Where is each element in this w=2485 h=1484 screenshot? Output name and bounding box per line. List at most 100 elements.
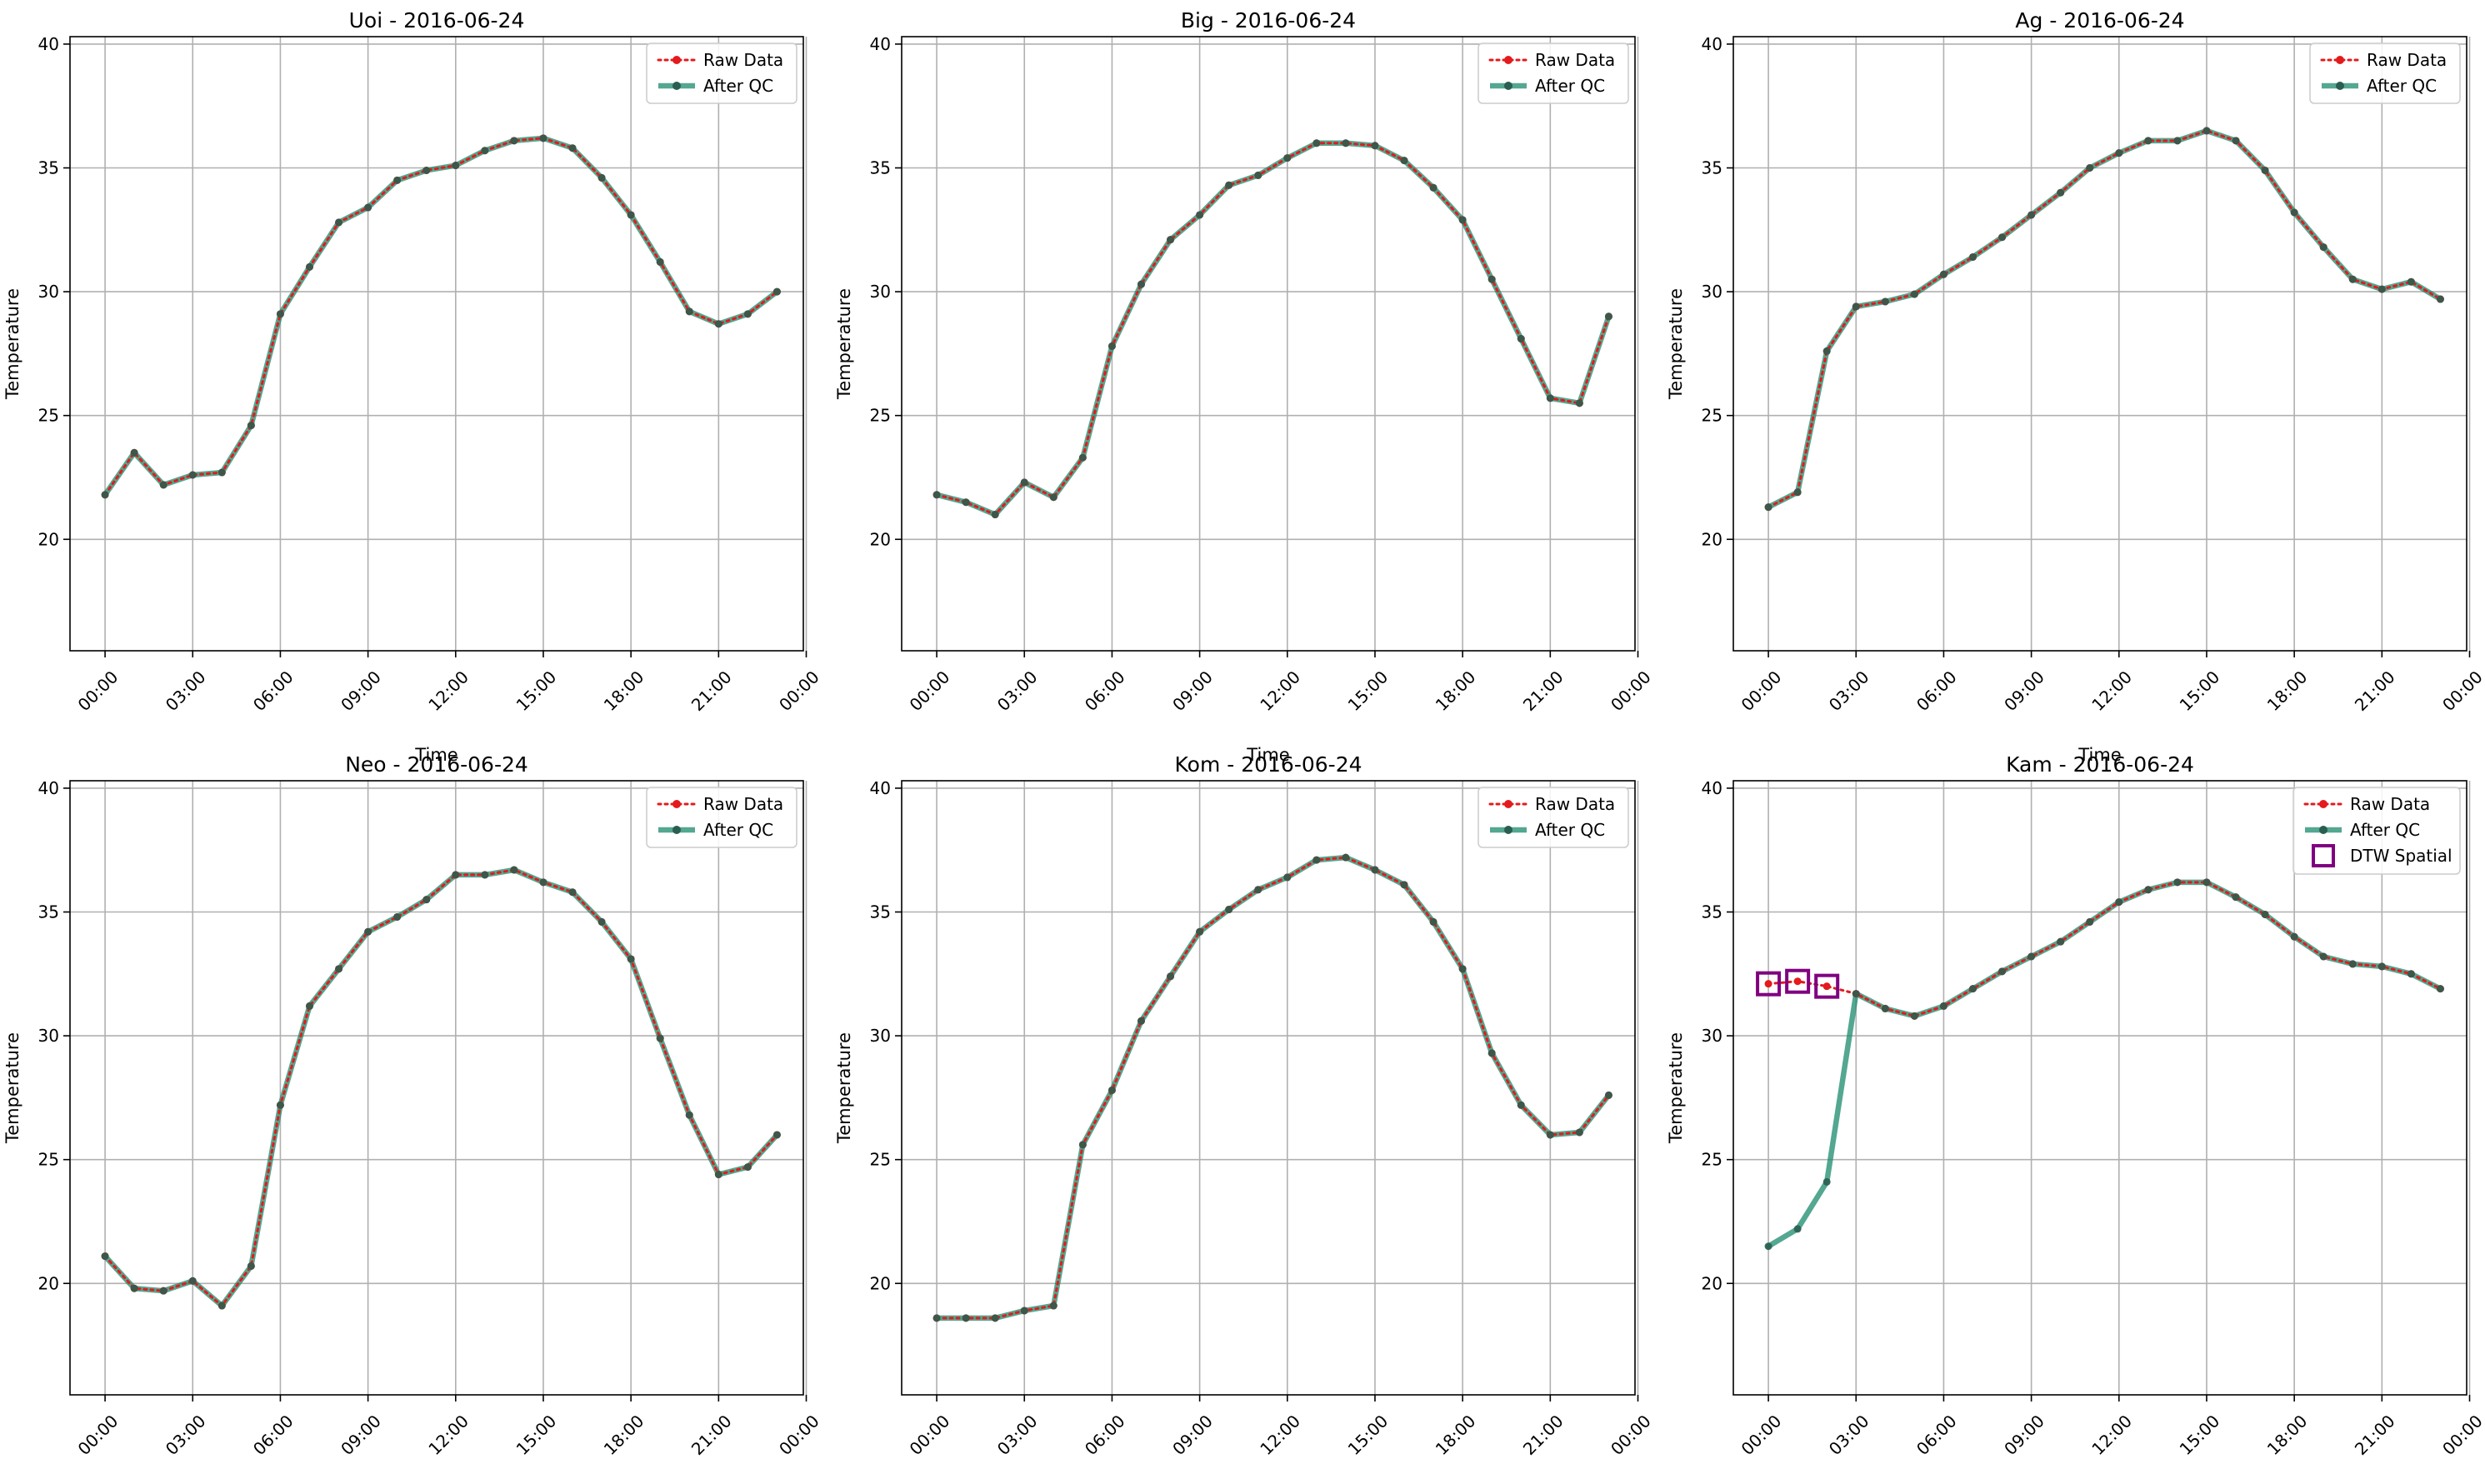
legend-label-qc: After QC: [2350, 820, 2420, 840]
x-tick-label: 21:00: [688, 667, 736, 715]
y-axis-label: Temperature: [834, 1032, 854, 1144]
raw-data-point: [1793, 977, 1802, 986]
x-tick-label: 09:00: [2000, 1411, 2048, 1459]
after-qc-point: [1968, 252, 1977, 261]
y-tick-label: 25: [870, 1150, 891, 1170]
series-line-raw-data: [103, 868, 778, 1308]
y-tick-label: 40: [38, 34, 59, 54]
legend-marker-dtw: [2312, 844, 2335, 867]
after-qc-point: [1312, 139, 1321, 147]
after-qc-point: [2086, 164, 2094, 172]
y-tick-label: 25: [1702, 1150, 1722, 1170]
after-qc-point: [159, 1287, 168, 1295]
chart-title: Kom - 2016-06-24: [1175, 752, 1362, 777]
after-qc-point: [568, 888, 577, 897]
after-qc-point: [188, 1277, 197, 1285]
x-tick-label: 00:00: [1738, 1411, 1786, 1459]
after-qc-point: [2290, 208, 2298, 217]
after-qc-point: [2261, 166, 2269, 174]
after-qc-point: [188, 471, 197, 479]
legend-marker-qc: [1504, 826, 1512, 834]
legend: Raw Data After QC: [2309, 42, 2461, 104]
y-tick-label: 25: [1702, 406, 1722, 426]
axes-frame: [1732, 780, 2468, 1396]
after-qc-point: [1881, 297, 1889, 306]
after-qc-point: [2348, 275, 2357, 283]
chart-panel-4: 20 25 30 35 40 00:00 03:00 06:00 09:00 12:00 15:00…: [834, 752, 1655, 1459]
after-qc-point: [218, 468, 226, 477]
after-qc-point: [539, 878, 548, 887]
after-qc-point: [1429, 183, 1438, 192]
after-qc-point: [276, 1101, 284, 1109]
after-qc-point: [1167, 236, 1175, 244]
after-qc-point: [364, 927, 372, 936]
after-qc-point: [539, 134, 548, 142]
after-qc-point: [1312, 856, 1321, 864]
after-qc-point: [1764, 1242, 1772, 1251]
after-qc-point: [1108, 342, 1116, 350]
y-tick-label: 25: [38, 1150, 59, 1170]
after-qc-point: [2144, 886, 2152, 894]
y-tick-label: 35: [1702, 158, 1722, 178]
after-qc-point: [1342, 139, 1350, 147]
after-qc-point: [962, 498, 970, 507]
x-tick-label: 03:00: [993, 1411, 1042, 1459]
y-tick-label: 20: [1702, 529, 1722, 549]
after-qc-point: [1400, 157, 1408, 165]
dtw-spatial-marker: [1785, 968, 1811, 994]
legend-label-qc: After QC: [2367, 76, 2437, 96]
after-qc-point: [101, 1252, 109, 1261]
series-line-after-qc: [1765, 127, 2443, 510]
after-qc-point: [364, 203, 372, 212]
x-tick-label: 18:00: [600, 1411, 648, 1459]
after-qc-point: [2290, 932, 2298, 941]
after-qc-point: [305, 1002, 313, 1010]
x-tick-label: 09:00: [337, 1411, 385, 1459]
legend-marker-qc: [672, 82, 681, 90]
after-qc-point: [568, 144, 577, 152]
after-qc-point: [2232, 893, 2240, 902]
after-qc-point: [1225, 906, 1233, 914]
x-tick-label: 09:00: [2000, 667, 2048, 715]
x-tick-label: 21:00: [1519, 667, 1568, 715]
y-tick-label: 25: [38, 406, 59, 426]
after-qc-point: [2436, 985, 2444, 993]
after-qc-point: [2436, 295, 2444, 303]
x-tick-label: 00:00: [775, 1411, 823, 1459]
y-tick-label: 20: [1702, 1273, 1722, 1293]
after-qc-point: [2261, 910, 2269, 918]
raw-data-point: [1764, 980, 1772, 988]
x-tick-label: 00:00: [906, 667, 954, 715]
x-tick-label: 00:00: [906, 1411, 954, 1459]
x-tick-label: 03:00: [1825, 1411, 1873, 1459]
x-tick-label: 00:00: [1607, 667, 1655, 715]
x-tick-label: 18:00: [600, 667, 648, 715]
after-qc-point: [2173, 878, 2182, 887]
after-qc-point: [2348, 960, 2357, 968]
after-qc-point: [1546, 1131, 1554, 1139]
after-qc-point: [1575, 399, 1583, 407]
chart-title: Kam - 2016-06-24: [2006, 752, 2194, 777]
after-qc-point: [481, 147, 489, 155]
legend-label-raw: Raw Data: [703, 794, 783, 814]
after-qc-point: [1196, 927, 1204, 936]
chart-panel-2: 20 25 30 35 40 00:00 03:00 06:00 09:00 12:00 15:00…: [1666, 8, 2485, 765]
axes-frame: [901, 36, 1636, 652]
after-qc-point: [481, 871, 489, 879]
x-tick-label: 03:00: [162, 1411, 210, 1459]
legend: Raw Data After QC: [646, 787, 798, 848]
after-qc-point: [1225, 181, 1233, 189]
x-tick-label: 06:00: [249, 667, 298, 715]
after-qc-point: [2407, 277, 2415, 286]
series-line-after-qc: [933, 140, 1612, 517]
x-tick-label: 06:00: [1081, 1411, 1129, 1459]
after-qc-point: [743, 1163, 752, 1172]
after-qc-point: [2202, 127, 2211, 135]
x-tick-label: 15:00: [512, 1411, 561, 1459]
legend-label-qc: After QC: [1535, 76, 1605, 96]
after-qc-point: [1546, 394, 1554, 402]
after-qc-point: [130, 448, 138, 457]
chart-panel-1: 20 25 30 35 40 00:00 03:00 06:00 09:00 12:00 15:00…: [834, 8, 1655, 765]
x-tick-label: 09:00: [1168, 667, 1217, 715]
after-qc-point: [1517, 335, 1525, 343]
